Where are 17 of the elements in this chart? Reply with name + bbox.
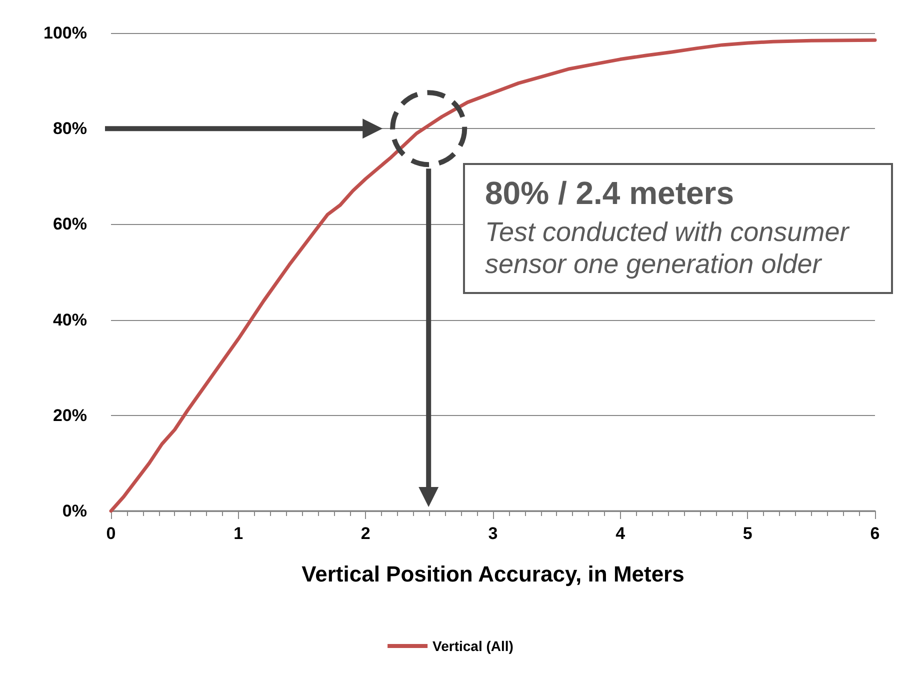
x-tick-label: 3 bbox=[488, 524, 498, 543]
y-tick-label: 60% bbox=[52, 214, 87, 234]
x-tick-label: 2 bbox=[360, 524, 370, 543]
annotation: Test conducted with consumer sensor one generation older bbox=[485, 216, 851, 280]
y-tick-label: 0% bbox=[62, 502, 87, 520]
x-tick-label: 6 bbox=[870, 524, 880, 543]
y-tick-label: 80% bbox=[52, 119, 87, 138]
x-tick-label: 5 bbox=[742, 524, 752, 543]
x-axis-title: Vertical Position Accuracy, in Meters bbox=[302, 562, 684, 586]
legend-label: Vertical (All) bbox=[432, 638, 514, 654]
y-tick-label: 40% bbox=[52, 310, 87, 330]
y-tick-label: 20% bbox=[52, 406, 87, 425]
x-tick-label: 1 bbox=[234, 524, 244, 543]
x-tick-label: 0 bbox=[106, 524, 116, 543]
x-tick-label: 4 bbox=[616, 524, 626, 543]
annotation: 80% / 2.4 meters bbox=[485, 175, 736, 212]
y-tick-label: 100% bbox=[44, 24, 87, 42]
